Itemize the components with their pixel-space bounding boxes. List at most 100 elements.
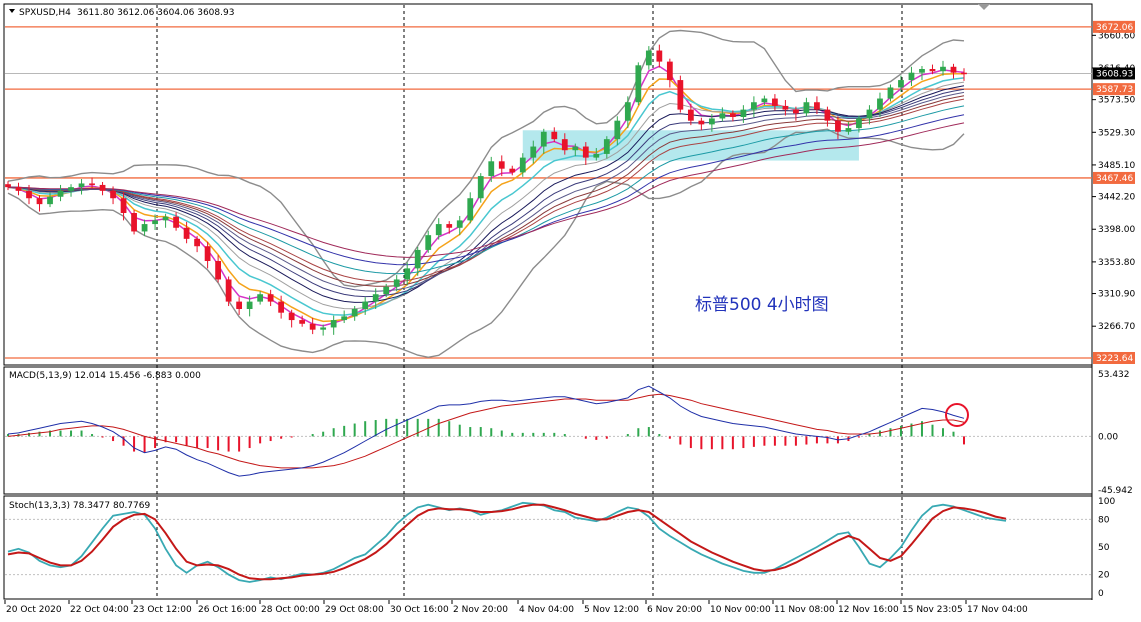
level-tag-box bbox=[1093, 20, 1135, 33]
moving-average-line bbox=[7, 105, 965, 275]
macd-tick-label: 0.00 bbox=[1098, 432, 1118, 442]
candle-body bbox=[267, 294, 274, 302]
candle-body bbox=[141, 224, 148, 232]
candle-body bbox=[656, 50, 663, 62]
price-panel[interactable] bbox=[3, 3, 1093, 366]
level-tag-label: 3587.73 bbox=[1096, 85, 1133, 95]
candle-body bbox=[341, 316, 348, 321]
candle-body bbox=[761, 98, 768, 103]
stoch-main-line bbox=[7, 501, 1007, 583]
candle-body bbox=[36, 198, 43, 205]
candle-body bbox=[78, 183, 85, 188]
moving-average-line bbox=[7, 91, 965, 292]
candle-body bbox=[257, 294, 264, 302]
candles bbox=[5, 44, 967, 336]
candle-body bbox=[488, 161, 495, 177]
bollinger-lower-line bbox=[7, 128, 965, 359]
macd-panel[interactable] bbox=[3, 366, 1093, 495]
price-tick-label: 3266.70 bbox=[1098, 322, 1135, 332]
stoch-panel[interactable] bbox=[3, 495, 1093, 600]
chevron-down-icon[interactable] bbox=[9, 9, 15, 13]
level-tag-label: 3672.06 bbox=[1096, 23, 1133, 33]
macd-label: MACD(5,13,9) 12.014 15.456 -6.883 0.000 bbox=[9, 371, 201, 381]
time-tick-label: 2 Nov 20:00 bbox=[453, 605, 508, 615]
macd-signal-line bbox=[7, 393, 965, 469]
candle-body bbox=[477, 176, 484, 199]
candle-body bbox=[919, 68, 925, 73]
candle-body bbox=[15, 187, 22, 191]
time-tick-label: 15 Nov 23:05 bbox=[902, 605, 963, 615]
candle-body bbox=[288, 312, 295, 321]
candle-body bbox=[961, 72, 967, 75]
candle-body bbox=[362, 301, 369, 309]
candle-body bbox=[47, 196, 53, 205]
candle-body bbox=[729, 113, 736, 117]
candle-body bbox=[582, 146, 589, 158]
level-tag-box bbox=[1093, 352, 1135, 364]
candle-body bbox=[614, 120, 621, 140]
candle-body bbox=[898, 80, 904, 88]
candle-body bbox=[173, 216, 179, 228]
price-tick-label: 3353.80 bbox=[1098, 258, 1135, 268]
candle-body bbox=[551, 131, 558, 140]
level-tag-box bbox=[1093, 171, 1135, 184]
macd-highlight-circle bbox=[945, 403, 969, 427]
level-tag-box bbox=[1093, 83, 1135, 96]
time-tick-label: 29 Oct 08:00 bbox=[325, 605, 384, 615]
candle-body bbox=[372, 294, 379, 302]
time-tick-label: 23 Oct 12:00 bbox=[133, 605, 192, 615]
candle-body bbox=[540, 131, 547, 147]
candle-body bbox=[751, 102, 757, 110]
candle-body bbox=[446, 224, 453, 228]
price-tick-label: 3529.30 bbox=[1098, 128, 1135, 138]
candle-body bbox=[194, 238, 200, 247]
candle-body bbox=[68, 187, 74, 191]
candle-body bbox=[593, 153, 600, 158]
candle-body bbox=[803, 102, 810, 114]
candle-body bbox=[404, 268, 411, 280]
candle-body bbox=[414, 249, 421, 269]
time-tick-label: 10 Nov 00:00 bbox=[710, 605, 771, 615]
time-tick-label: 4 Nov 04:00 bbox=[519, 605, 574, 615]
candle-body bbox=[456, 220, 463, 228]
macd-main-line bbox=[7, 385, 965, 477]
candle-body bbox=[204, 246, 211, 261]
candle-body bbox=[110, 190, 116, 199]
candle-body bbox=[498, 161, 505, 169]
stoch-tick-label: 100 bbox=[1098, 497, 1115, 507]
bollinger-upper-line bbox=[7, 29, 965, 288]
stoch-indicator bbox=[5, 501, 1092, 583]
candle-body bbox=[603, 139, 610, 154]
candle-body bbox=[383, 286, 390, 295]
chart-annotation: 标普500 4小时图 bbox=[695, 295, 829, 315]
current-price-tag bbox=[1093, 67, 1135, 80]
stoch-tick-label: 50 bbox=[1098, 543, 1110, 553]
candle-body bbox=[467, 198, 474, 221]
stoch-tick-label: 20 bbox=[1098, 571, 1110, 581]
price-tick-label: 3573.50 bbox=[1098, 96, 1135, 106]
candle-body bbox=[309, 323, 316, 330]
level-tags: 3672.06 3587.73 3467.46 3223.64 3608.93 bbox=[1093, 20, 1135, 364]
candle-body bbox=[246, 301, 253, 309]
candle-body bbox=[877, 98, 883, 110]
scroll-shift-marker-icon[interactable] bbox=[978, 4, 990, 10]
candle-body bbox=[866, 109, 873, 119]
price-tick-label: 3485.10 bbox=[1098, 161, 1135, 171]
candle-body bbox=[131, 212, 137, 232]
time-axis: 20 Oct 2020 22 Oct 04:00 23 Oct 12:00 26 Oc… bbox=[4, 600, 1028, 615]
candle-body bbox=[687, 109, 694, 121]
candle-body bbox=[152, 220, 158, 225]
candle-body bbox=[5, 184, 11, 188]
macd-indicator bbox=[5, 385, 1092, 477]
candle-body bbox=[530, 146, 537, 158]
candle-body bbox=[677, 80, 684, 110]
candle-body bbox=[99, 184, 106, 191]
symbol-label: SPXUSD,H4 bbox=[19, 8, 71, 18]
candle-body bbox=[278, 301, 285, 313]
stoch-signal-line bbox=[7, 503, 1007, 581]
stoch-label: Stoch(13,3,3) 78.3477 80.7769 bbox=[9, 501, 150, 511]
candle-body bbox=[740, 109, 747, 117]
candle-body bbox=[887, 87, 894, 99]
candle-body bbox=[856, 118, 862, 129]
candle-body bbox=[57, 190, 64, 197]
